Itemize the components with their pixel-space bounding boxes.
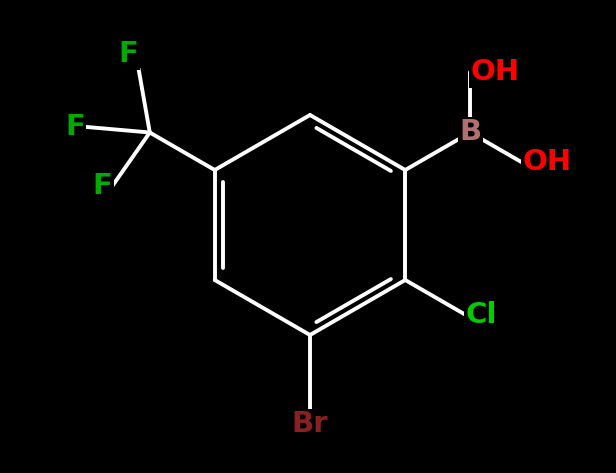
- Text: Cl: Cl: [466, 301, 497, 329]
- Text: OH: OH: [522, 149, 571, 176]
- Text: Br: Br: [292, 410, 328, 438]
- Text: OH: OH: [470, 59, 519, 87]
- Text: F: F: [92, 172, 113, 200]
- Text: F: F: [65, 113, 85, 141]
- Text: B: B: [459, 119, 481, 147]
- Text: F: F: [119, 41, 139, 69]
